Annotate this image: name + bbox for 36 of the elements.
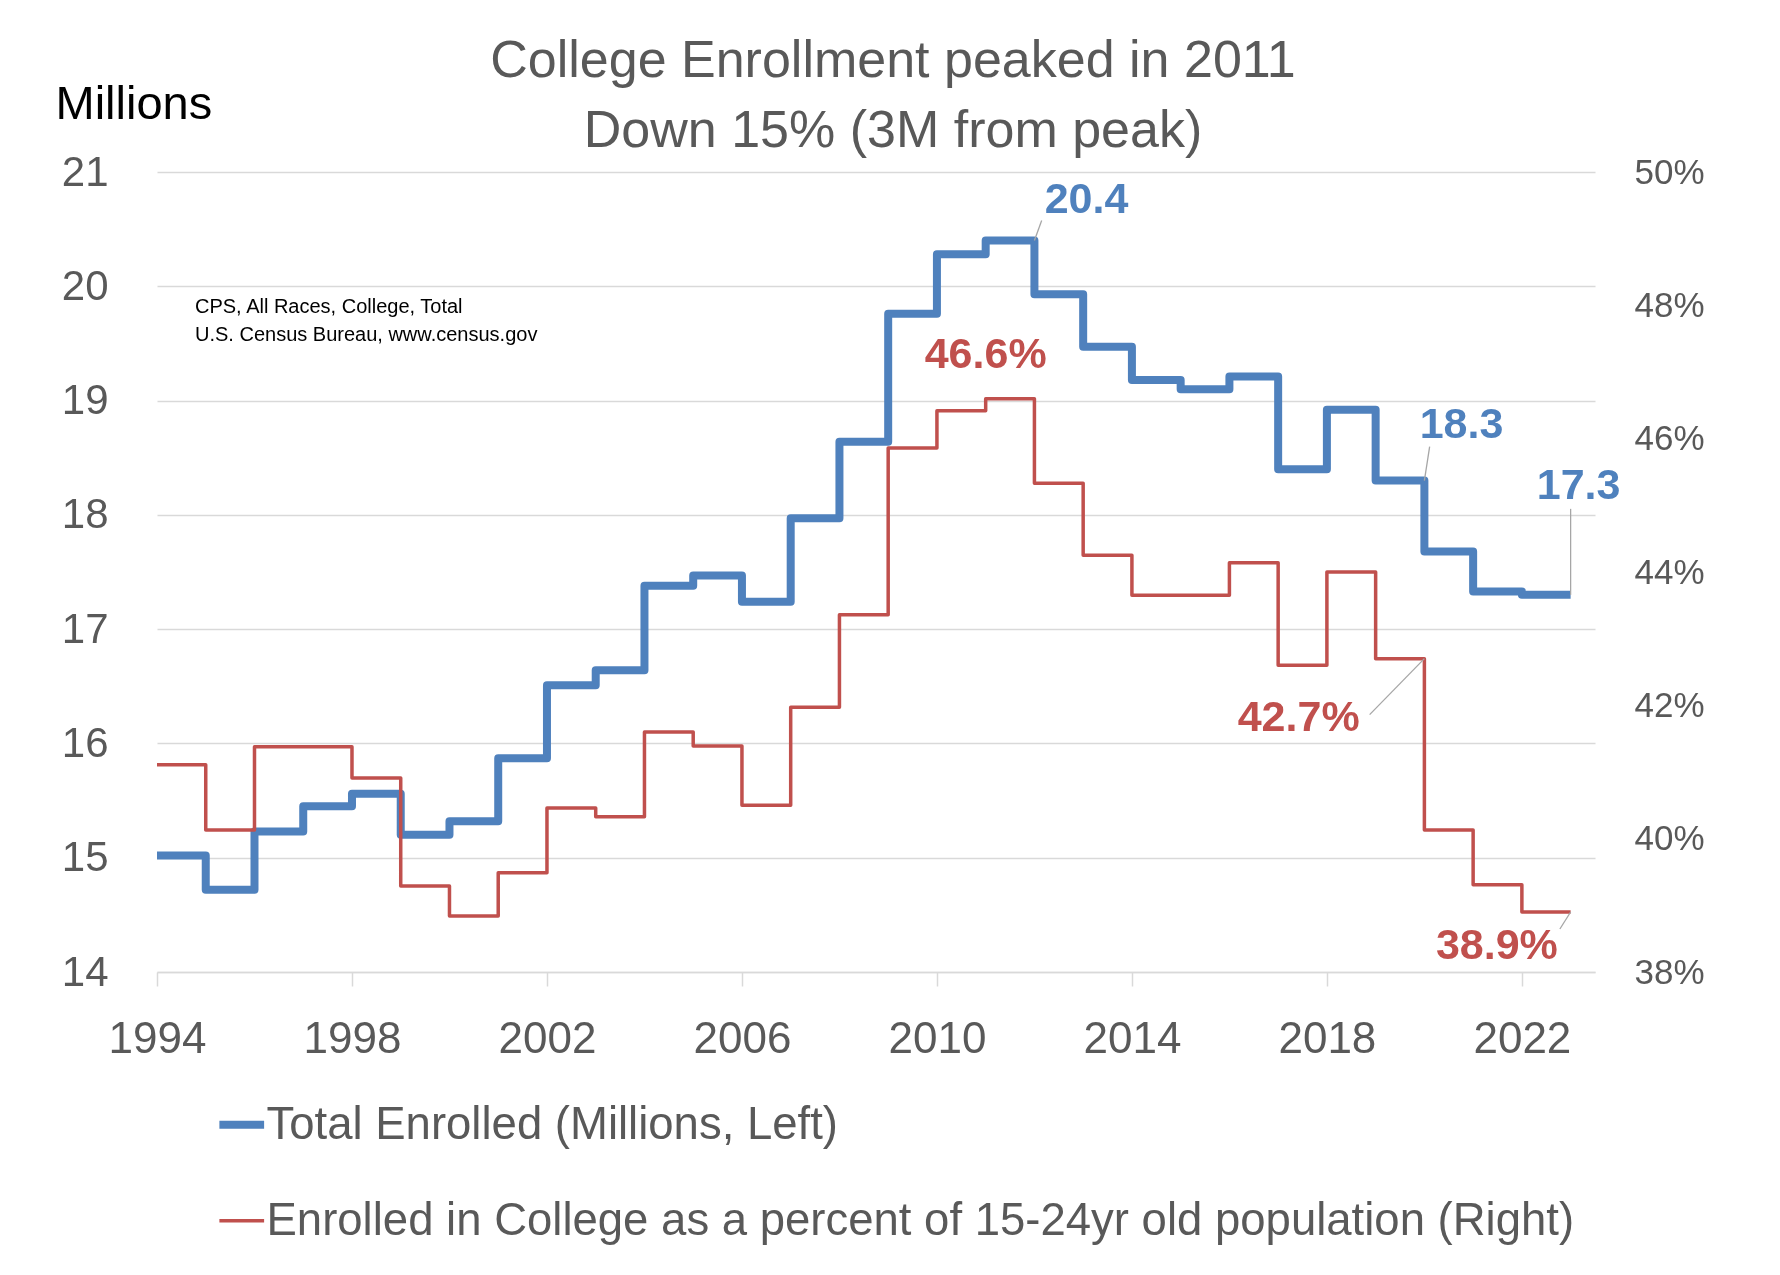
- y2-tick-label: 50%: [1634, 151, 1705, 191]
- x-tick-label: 2010: [888, 1012, 987, 1062]
- y2-tick-label: 40%: [1634, 818, 1705, 858]
- x-tick-label: 1994: [108, 1012, 207, 1062]
- y2-tick-label: 44%: [1634, 551, 1705, 591]
- data-label: 20.4: [1044, 173, 1129, 222]
- x-tick-label: 2018: [1278, 1012, 1377, 1062]
- y-tick-label: 19: [61, 376, 109, 424]
- x-tick-label: 1998: [303, 1012, 402, 1062]
- y-tick-label: 15: [61, 833, 109, 881]
- y2-tick-label: 38%: [1634, 951, 1705, 991]
- y-tick-label: 14: [61, 947, 109, 995]
- y-tick-label: 18: [61, 490, 109, 538]
- y2-tick-label: 46%: [1634, 418, 1705, 458]
- y2-tick-label: 48%: [1634, 284, 1705, 324]
- chart-subtitle: Down 15% (3M from peak): [583, 100, 1203, 158]
- y-tick-label: 16: [61, 718, 109, 766]
- annotation: U.S. Census Bureau, www.census.gov: [195, 323, 538, 345]
- y-tick-label: 17: [61, 604, 109, 652]
- chart-title: College Enrollment peaked in 2011: [490, 30, 1296, 88]
- y-axis-title: Millions: [55, 75, 213, 129]
- x-tick-label: 2002: [498, 1012, 597, 1062]
- y-tick-label: 21: [61, 147, 109, 195]
- y-tick-label: 20: [61, 261, 109, 309]
- annotation: CPS, All Races, College, Total: [195, 295, 463, 317]
- data-label: 46.6%: [924, 328, 1047, 377]
- y2-tick-label: 42%: [1634, 684, 1705, 724]
- x-tick-label: 2014: [1083, 1012, 1182, 1062]
- data-label: 38.9%: [1435, 920, 1558, 968]
- data-label: 18.3: [1419, 398, 1504, 447]
- legend-label: Enrolled in College as a percent of 15-24yr old population (Right): [266, 1193, 1575, 1245]
- x-tick-label: 2022: [1473, 1012, 1572, 1062]
- legend-label: Total Enrolled (Millions, Left): [266, 1097, 839, 1149]
- data-label: 17.3: [1536, 459, 1621, 508]
- x-tick-label: 2006: [693, 1012, 792, 1062]
- data-label: 42.7%: [1237, 691, 1360, 740]
